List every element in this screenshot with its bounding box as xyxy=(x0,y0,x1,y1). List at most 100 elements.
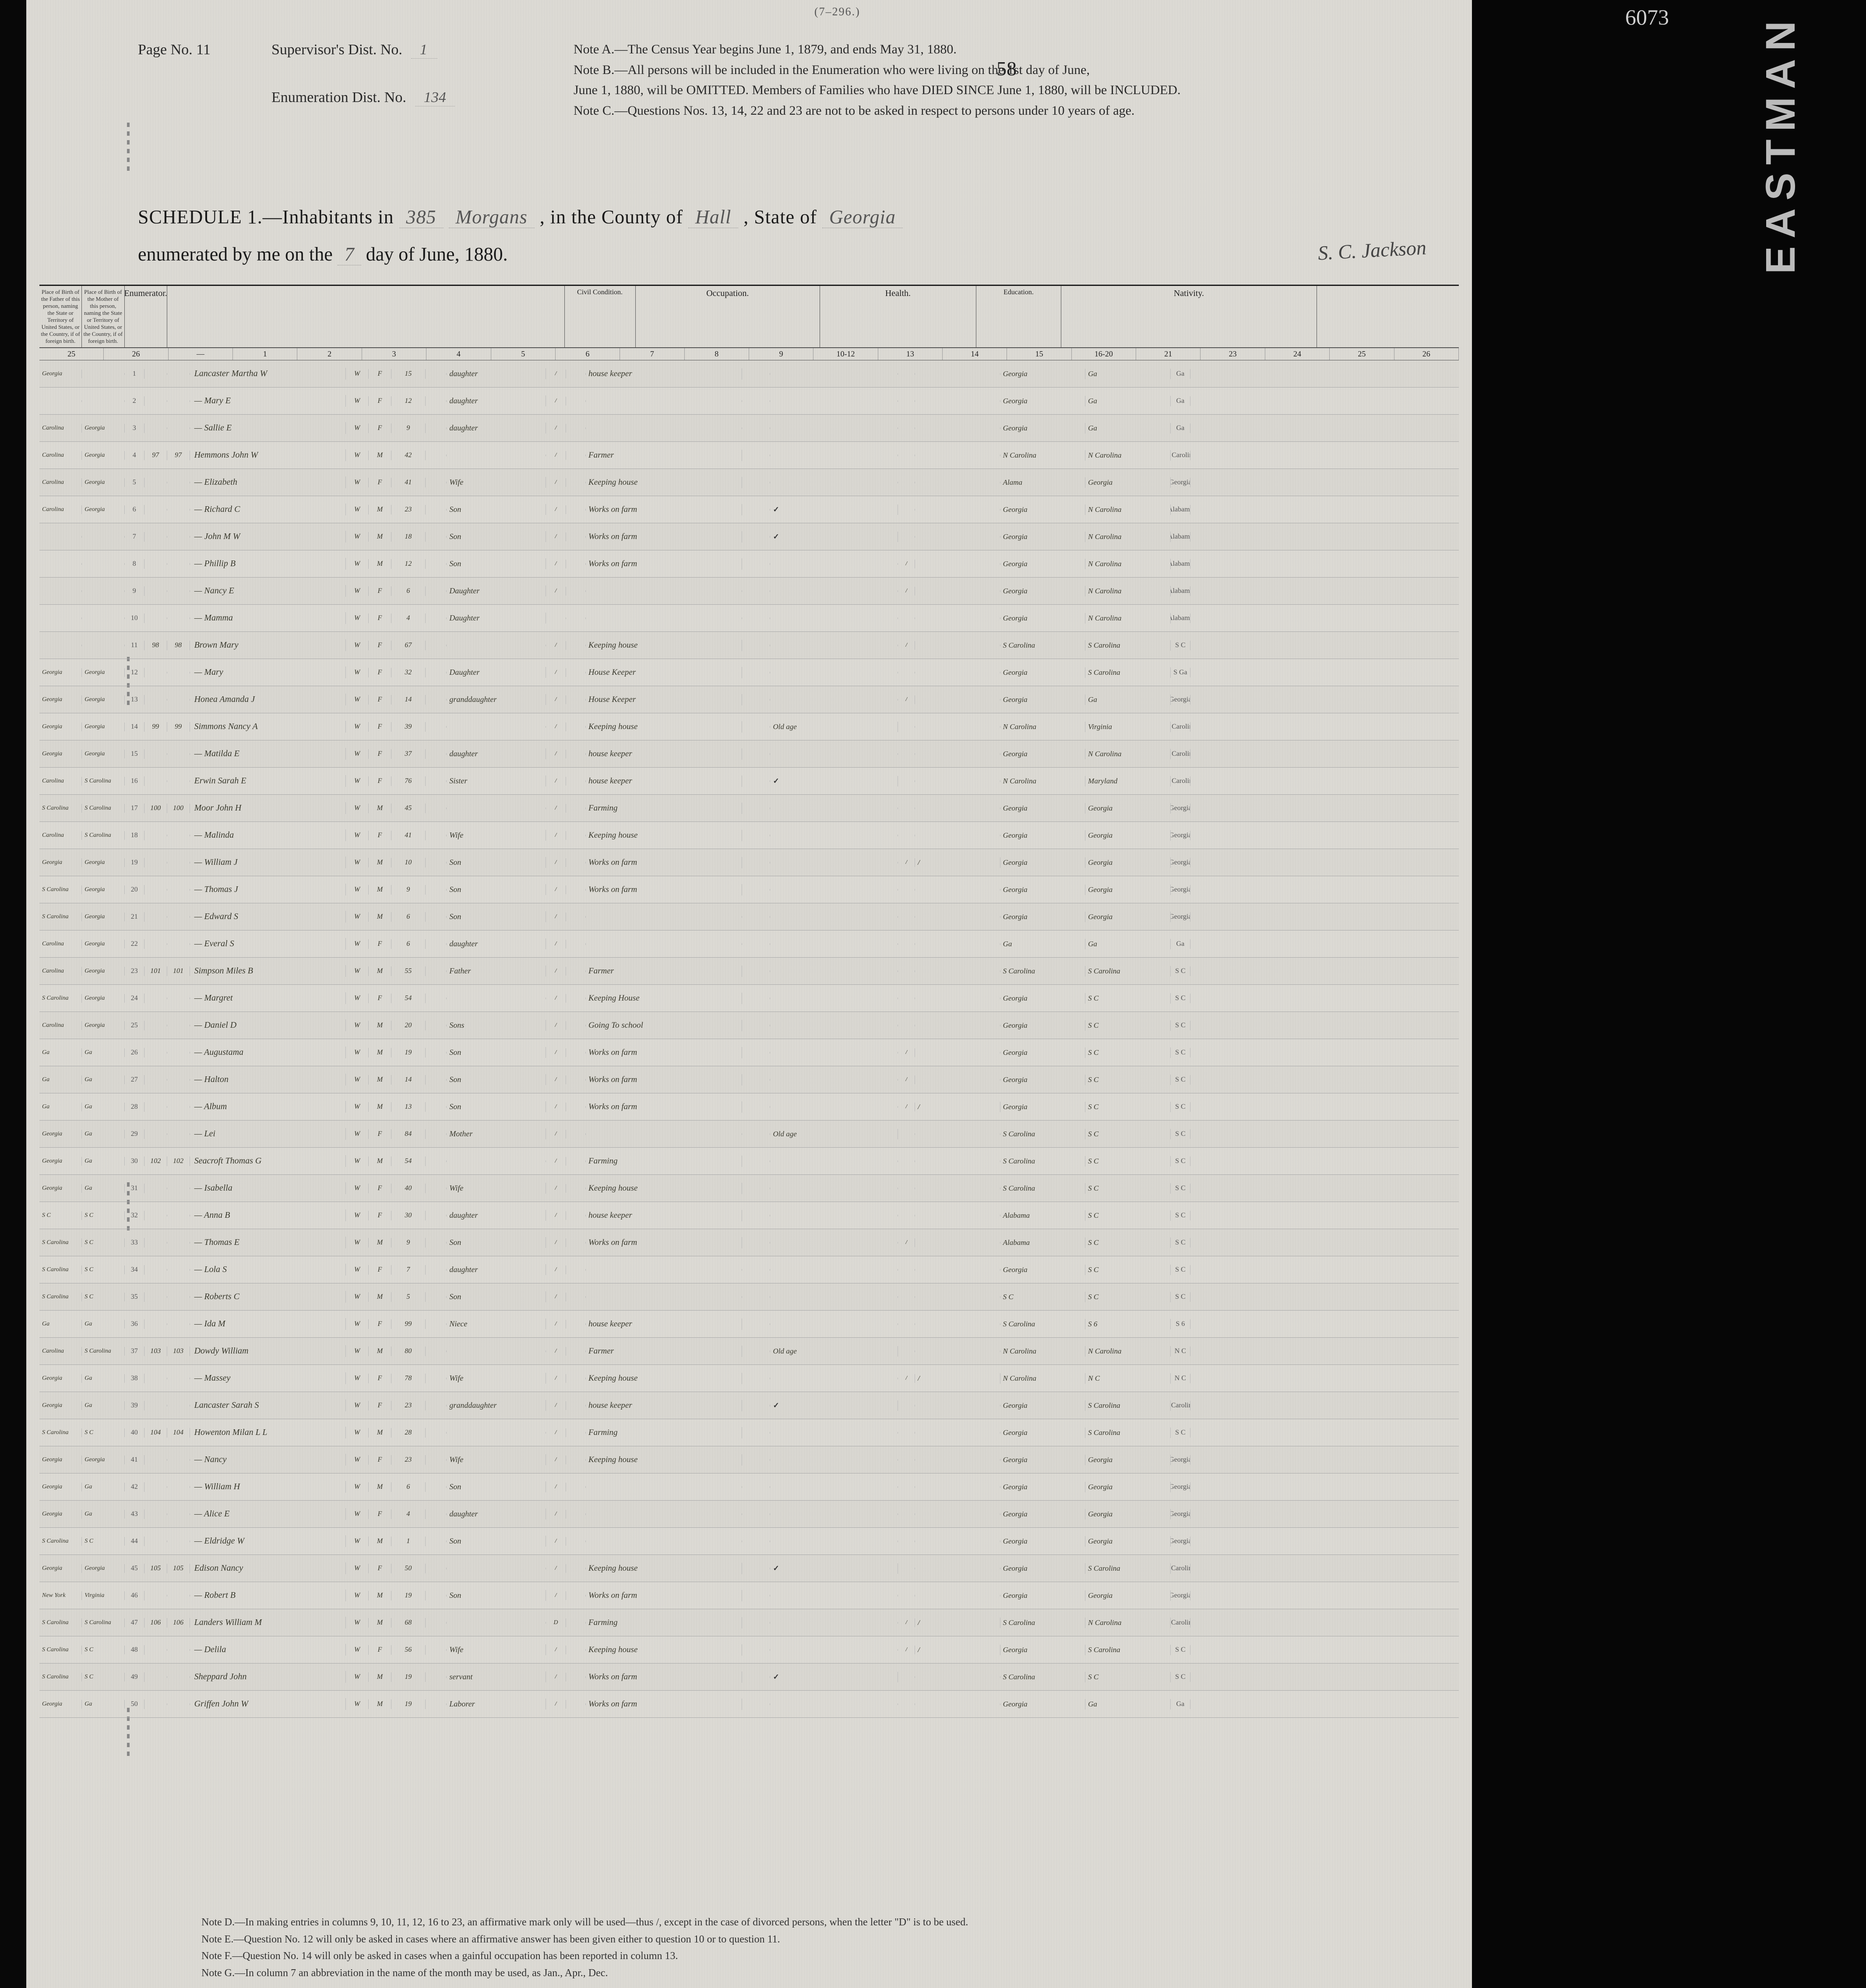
table-cell xyxy=(144,1405,167,1406)
table-cell xyxy=(586,590,742,592)
table-row[interactable]: Georgia Ga 42— William H W M 6 Son / Georgia Geor… xyxy=(39,1473,1459,1501)
table-row[interactable]: S Carolina S C 48— Delila W F 56 Wife / Keeping … xyxy=(39,1636,1459,1664)
table-cell xyxy=(144,1242,167,1244)
table-row[interactable]: Carolina Georgia 3— Sallie E W F 9 daughter / Ge… xyxy=(39,415,1459,442)
table-row[interactable]: Georgia Ga 31 — Isabella W F 40 Wife / Keeping ho… xyxy=(39,1175,1459,1202)
table-cell: — Mamma xyxy=(190,612,346,624)
table-row[interactable]: S Carolina S C 33— Thomas E W M 9 Son / Works on… xyxy=(39,1229,1459,1256)
table-cell: F xyxy=(369,749,391,759)
table-row[interactable]: Carolina S Carolina 37 103 103 Dowdy William W… xyxy=(39,1338,1459,1365)
table-cell: W xyxy=(346,1048,369,1057)
table-row[interactable]: Georgia Georgia 15— Matilda E W F 37 daughter /… xyxy=(39,740,1459,768)
table-row[interactable]: Carolina S Carolina 16 Erwin Sarah E W F 76 Sis… xyxy=(39,768,1459,795)
data-rows-container: Georgia 1 Lancaster Martha W W F 15 daughter / h… xyxy=(39,360,1459,1718)
table-cell: 43 xyxy=(125,1509,144,1519)
table-row[interactable]: Ga Ga 36— Ida M W F 99 Niece / house keeper S Car… xyxy=(39,1311,1459,1338)
table-row[interactable]: Carolina Georgia 22 — Everal S W F 6 daughter / G… xyxy=(39,931,1459,958)
table-row[interactable]: Georgia Ga 38— Massey W F 78 Wife / Keeping hous… xyxy=(39,1365,1459,1392)
table-cell: F xyxy=(369,641,391,650)
table-cell xyxy=(167,1595,190,1597)
table-cell: 106 xyxy=(144,1618,167,1628)
table-cell: S C xyxy=(1085,1129,1171,1139)
table-cell xyxy=(742,726,771,728)
table-cell: S C xyxy=(1171,641,1190,650)
table-cell xyxy=(898,1432,915,1434)
table-cell xyxy=(770,1649,898,1651)
table-row[interactable]: Georgia Georgia 13 Honea Amanda J W F 14 grandd… xyxy=(39,686,1459,713)
table-row[interactable]: Georgia Ga 29 — Lei W F 84 Mother / Old age S Caro… xyxy=(39,1121,1459,1148)
table-row[interactable]: Georgia Georgia 41— Nancy W F 23 Wife / Keeping … xyxy=(39,1446,1459,1473)
table-cell: / xyxy=(546,1021,566,1030)
table-cell xyxy=(586,1486,742,1488)
table-cell: Carolina xyxy=(39,505,82,514)
table-row[interactable]: S Carolina Georgia 20— Thomas J W M 9 Son / Work… xyxy=(39,876,1459,903)
table-row[interactable]: Carolina Georgia 6— Richard C W M 23 Son / Works… xyxy=(39,496,1459,523)
table-cell: Georgia xyxy=(82,858,124,867)
table-cell: W xyxy=(346,1211,369,1220)
table-row[interactable]: Georgia Georgia 12— Mary W F 32 Daughter / House… xyxy=(39,659,1459,686)
table-row[interactable]: Ga Ga 27— Halton W M 14 Son / Works on farm / Geor… xyxy=(39,1066,1459,1093)
table-row[interactable]: S Carolina S C 49 Sheppard John W M 19 servant /… xyxy=(39,1664,1459,1691)
table-cell: Georgia xyxy=(1000,504,1086,515)
table-cell: / xyxy=(546,1456,566,1464)
table-row[interactable]: S Carolina Georgia 24— Margret W F 54/Keeping… xyxy=(39,985,1459,1012)
table-cell xyxy=(898,536,915,538)
table-cell: Alabama xyxy=(1000,1210,1086,1221)
table-cell xyxy=(426,1649,447,1651)
table-cell: W xyxy=(346,804,369,813)
table-row[interactable]: Carolina Georgia 25— Daniel D W M 20 Sons / Goin… xyxy=(39,1012,1459,1039)
table-cell xyxy=(770,645,898,646)
table-row[interactable]: 7 — John M W W M 18 Son / Works on farm ✓ Georgia… xyxy=(39,523,1459,550)
table-cell xyxy=(566,1513,586,1515)
table-cell: house keeper xyxy=(586,1400,742,1411)
table-cell: daughter xyxy=(447,368,546,379)
table-cell xyxy=(82,590,124,592)
table-cell: Alabama xyxy=(1171,559,1190,569)
table-row[interactable]: Georgia Ga 30 102 102 Seacroft Thomas G W M 54/F… xyxy=(39,1148,1459,1175)
table-row[interactable]: Georgia Georgia 45 105 105 Edison Nancy W F 50/K… xyxy=(39,1555,1459,1582)
table-cell xyxy=(447,1432,546,1434)
table-cell xyxy=(898,835,915,836)
table-row[interactable]: 9— Nancy E W F 6 Daughter / / Georgia N Carolina… xyxy=(39,578,1459,605)
table-cell xyxy=(898,1540,915,1542)
table-row[interactable]: Ga Ga 28— Album W M 13 Son / Works on farm / / Geor… xyxy=(39,1093,1459,1121)
table-cell xyxy=(144,916,167,918)
table-cell: — Daniel D xyxy=(190,1019,346,1031)
table-cell: / xyxy=(546,1211,566,1220)
table-cell xyxy=(426,1160,447,1162)
table-cell: S C xyxy=(1085,993,1171,1004)
table-cell: S Carolina xyxy=(82,1347,124,1356)
table-row[interactable]: Georgia Ga 39 Lancaster Sarah S W F 23 granddau… xyxy=(39,1392,1459,1419)
table-row[interactable]: S Carolina S Carolina 47 106 106 Landers Will… xyxy=(39,1609,1459,1636)
table-row[interactable]: Carolina Georgia 5— Elizabeth W F 41 Wife / Keep… xyxy=(39,469,1459,496)
table-cell: — Eldridge W xyxy=(190,1535,346,1547)
table-cell: S C xyxy=(39,1211,82,1220)
table-row[interactable]: S Carolina Georgia 21— Edward S W M 6 Son / Geor… xyxy=(39,903,1459,931)
table-row[interactable]: Georgia Ga 50 Griffen John W W M 19 Laborer / Wor… xyxy=(39,1691,1459,1718)
table-row[interactable]: New York Virginia 46 — Robert B W M 19 Son / Work… xyxy=(39,1582,1459,1609)
table-row[interactable]: Georgia Ga 43— Alice E W F 4 daughter / Georgia G… xyxy=(39,1501,1459,1528)
table-cell xyxy=(144,862,167,864)
table-row[interactable]: S Carolina S C 34— Lola S W F 7 daughter / Georg… xyxy=(39,1256,1459,1283)
table-row[interactable]: Georgia Georgia 14 99 99 Simmons Nancy A W F 39/… xyxy=(39,713,1459,740)
table-row[interactable]: S Carolina S C 44 — Eldridge W W M 1 Son / Georgi… xyxy=(39,1528,1459,1555)
table-cell: Georgia xyxy=(1085,857,1171,868)
table-cell: S C xyxy=(1085,1047,1171,1058)
table-row[interactable]: Ga Ga 26— Augustama W M 19 Son / Works on farm / G… xyxy=(39,1039,1459,1066)
table-row[interactable]: 8— Phillip B W M 12 Son / Works on farm / Georgi… xyxy=(39,550,1459,578)
table-row[interactable]: Carolina S Carolina 18 — Malinda W F 41 Wife / Ke… xyxy=(39,822,1459,849)
table-row[interactable]: Georgia 1 Lancaster Martha W W F 15 daughter / h… xyxy=(39,360,1459,388)
table-cell xyxy=(167,509,190,511)
table-row[interactable]: Carolina Georgia 4 97 97 Hemmons John W W M 42/F… xyxy=(39,442,1459,469)
table-row[interactable]: Georgia Georgia 19— William J W M 10 Son / Works… xyxy=(39,849,1459,876)
table-row[interactable]: 2— Mary E W F 12 daughter / Georgia Ga Ga xyxy=(39,388,1459,415)
table-cell: 37 xyxy=(391,749,426,759)
table-row[interactable]: 11 98 98 Brown Mary W F 67/Keeping house / S Car… xyxy=(39,632,1459,659)
table-cell xyxy=(915,998,1000,999)
